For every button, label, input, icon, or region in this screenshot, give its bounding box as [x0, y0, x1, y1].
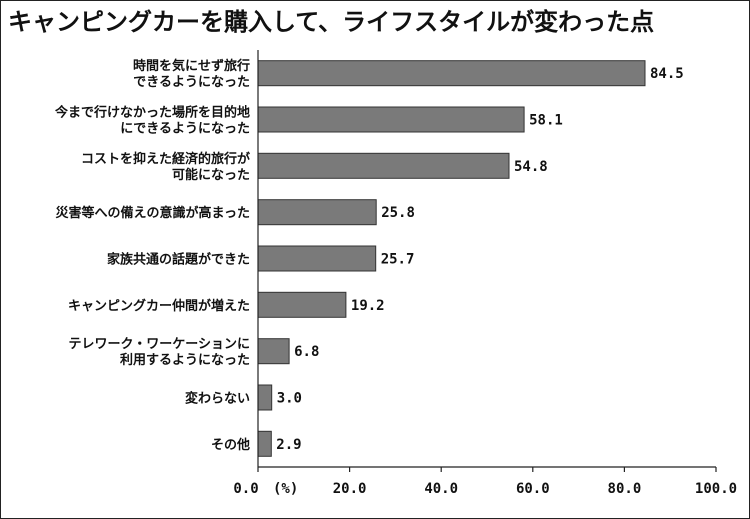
category-label-2-line-1: 今まで行けなかった場所を目的地	[54, 105, 250, 121]
category-label-4: 災害等への備えの意識が高まった	[56, 205, 250, 221]
category-label-7-line-1: テレワーク・ワーケーションに	[69, 337, 250, 352]
category-label-7-line-2: 利用するようになった	[120, 352, 250, 368]
value-label-7: 6.8	[294, 344, 319, 360]
bar-2	[257, 106, 525, 133]
value-label-1: 84.5	[650, 66, 684, 82]
category-label-9: その他	[211, 437, 250, 453]
x-unit-label: (%)	[273, 481, 298, 497]
value-label-9: 2.9	[276, 437, 301, 453]
value-label-4: 25.8	[381, 205, 415, 221]
x-tick-label-6: 100.0	[695, 481, 737, 497]
category-label-3-line-2: 可能になった	[172, 167, 250, 183]
category-label-6: キャンピングカー仲間が増えた	[68, 298, 250, 314]
x-tick-label-3: 40.0	[424, 481, 458, 497]
category-label-8: 変わらない	[185, 391, 250, 407]
bar-3	[257, 152, 510, 179]
bar-7	[257, 338, 290, 365]
x-tick-label-4: 60.0	[516, 481, 550, 497]
bar-4	[257, 199, 377, 226]
category-label-2-line-2: にできるようになった	[120, 122, 250, 137]
bar-5	[257, 245, 377, 272]
category-label-1-line-1: 時間を気にせず旅行	[133, 58, 250, 74]
category-label-5: 家族共通の話題ができた	[107, 252, 250, 268]
x-tick-label-5: 80.0	[608, 481, 642, 497]
bar-9	[257, 430, 272, 457]
bar-1	[257, 60, 646, 87]
value-label-5: 25.7	[381, 252, 415, 268]
value-label-2: 58.1	[529, 113, 563, 129]
value-label-3: 54.8	[514, 159, 548, 175]
bar-6	[257, 291, 347, 318]
value-label-8: 3.0	[277, 391, 302, 407]
value-label-6: 19.2	[351, 298, 385, 314]
bar-8	[257, 384, 273, 411]
chart-title: キャンピングカーを購入して、ライフスタイルが変わった点	[8, 8, 655, 36]
x-tick-label-1: 0.0	[233, 481, 258, 497]
category-label-1-line-2: できるようになった	[133, 75, 250, 90]
x-tick-label-2: 20.0	[333, 481, 367, 497]
category-label-3-line-1: コストを抑えた経済的旅行が	[81, 151, 250, 167]
